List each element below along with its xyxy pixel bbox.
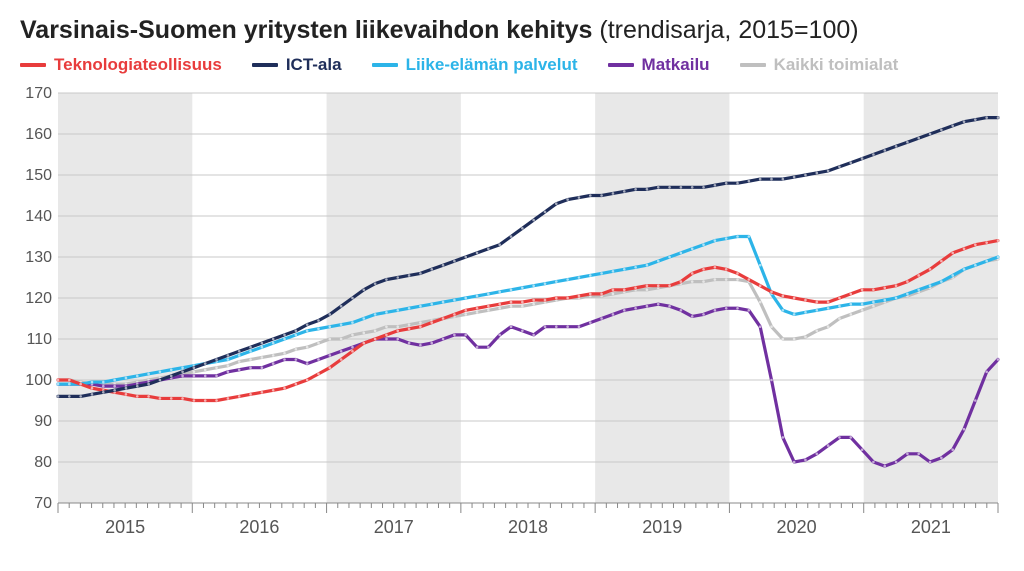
svg-text:2018: 2018 [508,517,548,537]
chart-title: Varsinais-Suomen yritysten liikevaihdon … [20,16,1004,45]
title-light: (trendisarja, 2015=100) [592,16,858,44]
legend-item-matkailu: Matkailu [608,55,710,75]
svg-text:80: 80 [34,454,52,471]
legend-swatch [20,63,46,67]
series-matkailu [58,304,998,466]
series-liike [58,237,998,385]
svg-text:70: 70 [34,495,52,512]
legend-item-kaikki: Kaikki toimialat [740,55,899,75]
svg-text:2016: 2016 [239,517,279,537]
svg-text:140: 140 [25,208,52,225]
legend-item-ict: ICT-ala [252,55,342,75]
svg-text:90: 90 [34,413,52,430]
svg-text:2021: 2021 [911,517,951,537]
legend: Teknologiateollisuus ICT-ala Liike-elämän … [20,55,1004,75]
legend-label: Liike-elämän palvelut [406,55,578,75]
legend-label: Matkailu [642,55,710,75]
legend-label: Teknologiateollisuus [54,55,222,75]
legend-swatch [740,63,766,67]
svg-text:110: 110 [26,331,52,348]
legend-swatch [372,63,398,67]
svg-text:160: 160 [25,126,52,143]
legend-swatch [608,63,634,67]
svg-text:150: 150 [25,167,52,184]
line-chart: 70 80 90 100 110 120 130 140 150 160 170 2015 2016 20… [20,87,1004,547]
svg-text:130: 130 [25,249,52,266]
legend-swatch [252,63,278,67]
title-bold: Varsinais-Suomen yritysten liikevaihdon … [20,16,592,44]
svg-text:2020: 2020 [777,517,817,537]
svg-text:100: 100 [25,372,52,389]
legend-item-tekno: Teknologiateollisuus [20,55,222,75]
legend-label: ICT-ala [286,55,342,75]
svg-text:2015: 2015 [105,517,145,537]
legend-label: Kaikki toimialat [774,55,899,75]
svg-text:2019: 2019 [642,517,682,537]
legend-item-liike: Liike-elämän palvelut [372,55,578,75]
svg-text:120: 120 [25,290,52,307]
svg-text:170: 170 [25,87,52,102]
svg-text:2017: 2017 [374,517,414,537]
